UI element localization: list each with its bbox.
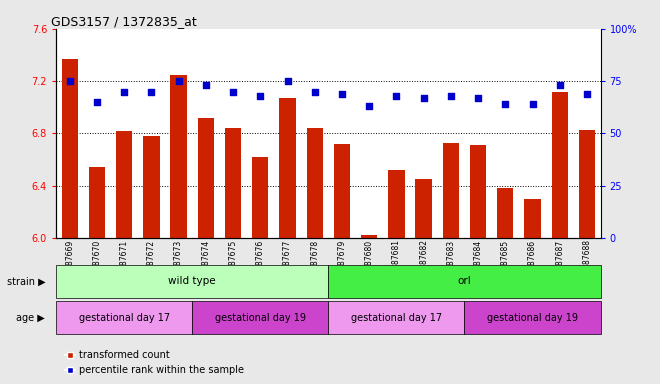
Point	[92, 99, 102, 105]
Point	[337, 91, 347, 97]
Bar	[143, 136, 160, 238]
Point	[201, 82, 211, 88]
Bar	[61, 59, 78, 238]
Text: strain ▶: strain ▶	[7, 276, 45, 286]
Bar	[116, 131, 132, 238]
Bar	[552, 92, 568, 238]
Point	[418, 95, 429, 101]
Point	[282, 78, 293, 84]
Point	[228, 88, 238, 94]
Bar	[192, 301, 329, 334]
Bar	[524, 199, 541, 238]
Bar	[225, 128, 241, 238]
Point	[364, 103, 374, 109]
Point	[391, 93, 402, 99]
Bar	[56, 265, 329, 298]
Point	[119, 88, 129, 94]
Bar	[388, 170, 405, 238]
Point	[554, 82, 565, 88]
Bar	[252, 157, 269, 238]
Bar	[415, 179, 432, 238]
Point	[310, 88, 320, 94]
Point	[65, 78, 75, 84]
Point	[581, 91, 592, 97]
Point	[446, 93, 456, 99]
Text: gestational day 17: gestational day 17	[351, 313, 442, 323]
Bar	[443, 142, 459, 238]
Point	[500, 101, 511, 107]
Legend: transformed count, percentile rank within the sample: transformed count, percentile rank withi…	[61, 346, 248, 379]
Point	[473, 95, 483, 101]
Bar	[465, 301, 601, 334]
Bar	[56, 301, 192, 334]
Bar	[497, 189, 513, 238]
Point	[146, 88, 156, 94]
Text: gestational day 17: gestational day 17	[79, 313, 170, 323]
Bar	[329, 301, 465, 334]
Bar	[329, 265, 601, 298]
Text: wild type: wild type	[168, 276, 216, 286]
Text: gestational day 19: gestational day 19	[214, 313, 306, 323]
Bar	[279, 98, 296, 238]
Bar	[334, 144, 350, 238]
Bar	[579, 129, 595, 238]
Text: gestational day 19: gestational day 19	[487, 313, 578, 323]
Text: age ▶: age ▶	[16, 313, 45, 323]
Point	[255, 93, 265, 99]
Bar	[361, 235, 378, 238]
Bar	[88, 167, 105, 238]
Text: GDS3157 / 1372835_at: GDS3157 / 1372835_at	[51, 15, 197, 28]
Point	[174, 78, 184, 84]
Bar	[170, 74, 187, 238]
Bar	[198, 118, 214, 238]
Bar	[470, 145, 486, 238]
Bar	[306, 128, 323, 238]
Text: orl: orl	[457, 276, 471, 286]
Point	[527, 101, 538, 107]
